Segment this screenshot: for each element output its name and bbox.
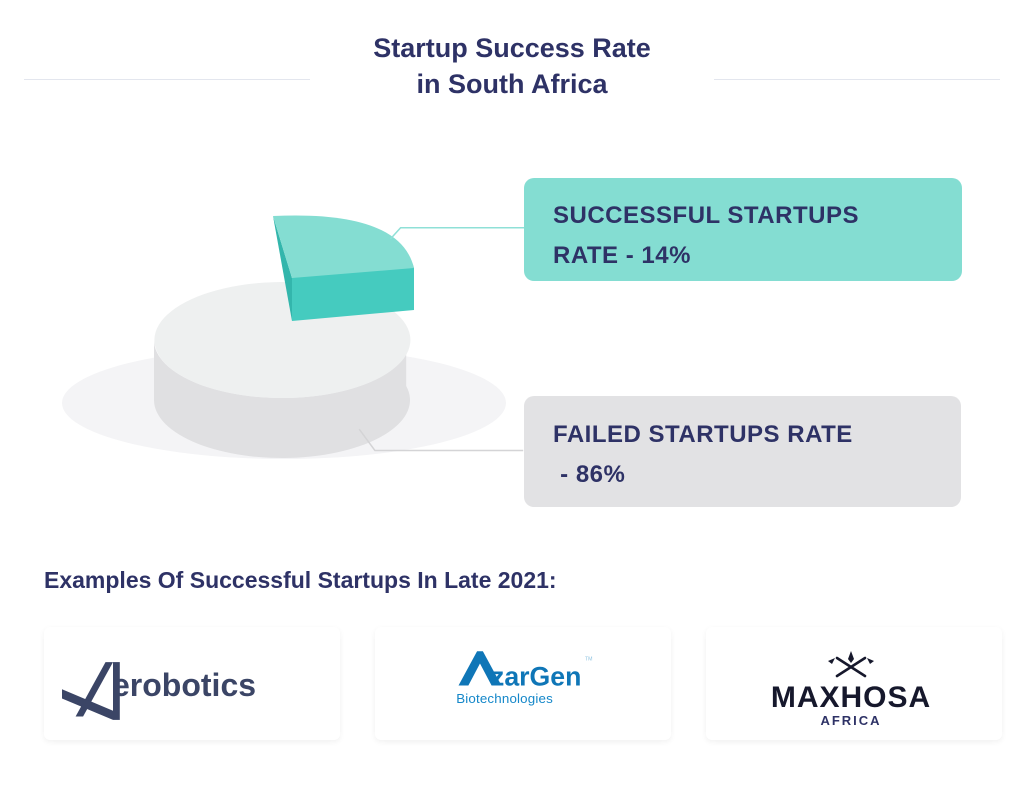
svg-text:Biotechnologies: Biotechnologies (456, 691, 553, 706)
svg-text:MAXHOSA: MAXHOSA (771, 681, 931, 714)
svg-text:AFRICA: AFRICA (820, 713, 881, 728)
svg-text:erobotics: erobotics (112, 667, 256, 703)
svg-text:TM: TM (585, 657, 593, 663)
svg-text:zarGen: zarGen (491, 662, 581, 692)
